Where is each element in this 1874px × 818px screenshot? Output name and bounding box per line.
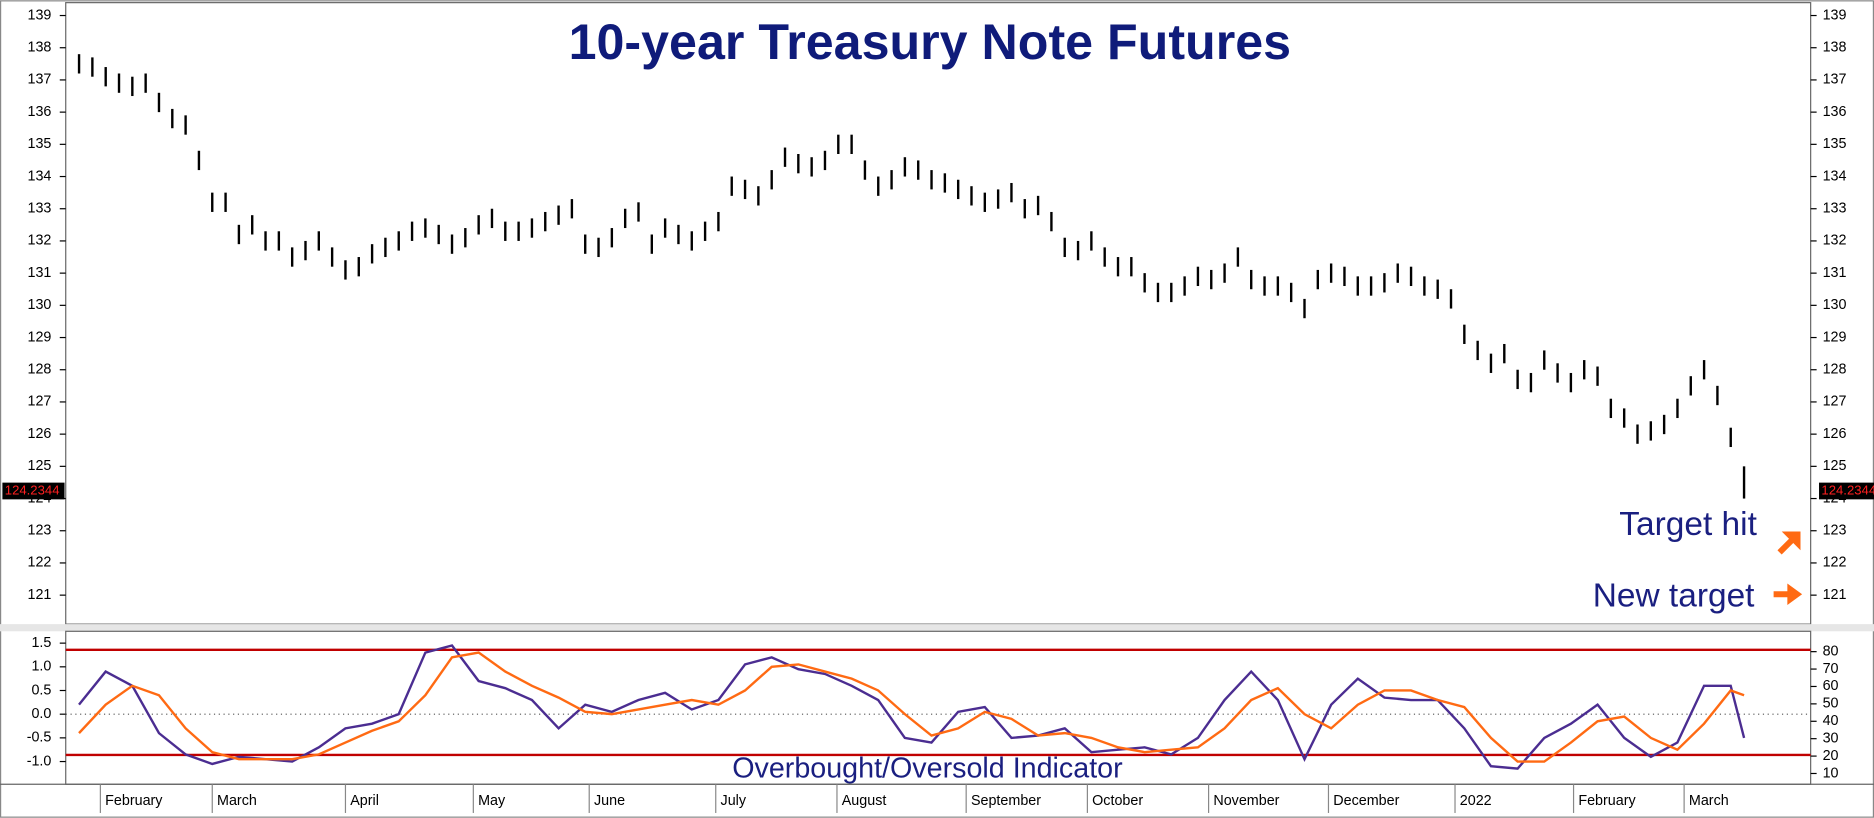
y2-tick-label: 122 xyxy=(1823,555,1847,571)
y2-tick-label: 30 xyxy=(1823,730,1839,746)
x-tick-label: April xyxy=(350,793,379,809)
y-tick-label: 137 xyxy=(27,72,51,88)
y-tick-label: 138 xyxy=(27,40,51,56)
indicator-panel xyxy=(65,630,1812,785)
y-tick-label: 121 xyxy=(27,587,51,603)
y2-tick-label: 126 xyxy=(1823,426,1847,442)
y2-tick-label: 135 xyxy=(1823,136,1847,152)
y-tick-label: -1.0 xyxy=(27,753,52,769)
y2-tick-label: 70 xyxy=(1823,661,1839,677)
x-tick-label: May xyxy=(478,793,506,809)
last-value-label: 124.2344 xyxy=(1821,482,1874,497)
y-tick-label: 0.0 xyxy=(31,706,51,722)
y2-tick-label: 138 xyxy=(1823,40,1847,56)
y-tick-label: 139 xyxy=(27,7,51,23)
arrows xyxy=(1773,531,1803,605)
x-tick-label: December xyxy=(1333,793,1399,809)
y-tick-label: 133 xyxy=(27,201,51,217)
price-panel xyxy=(65,2,1812,625)
y-tick-label: 122 xyxy=(27,555,51,571)
y-tick-label: 127 xyxy=(27,394,51,410)
indicator-label: Overbought/Oversold Indicator xyxy=(732,753,1123,785)
x-tick-label: March xyxy=(217,793,257,809)
y2-tick-label: 10 xyxy=(1823,765,1839,781)
y-tick-label: 129 xyxy=(27,329,51,345)
y2-tick-label: 50 xyxy=(1823,696,1839,712)
arrow-head xyxy=(1781,531,1801,551)
y2-tick-label: 134 xyxy=(1823,168,1847,184)
y2-tick-label: 121 xyxy=(1823,587,1847,603)
y2-tick-label: 80 xyxy=(1823,643,1839,659)
y2-tick-label: 136 xyxy=(1823,104,1847,120)
y2-tick-label: 130 xyxy=(1823,297,1847,313)
x-tick-label: October xyxy=(1092,793,1143,809)
y2-tick-label: 129 xyxy=(1823,329,1847,345)
last-value-box xyxy=(1819,482,1874,500)
y-tick-label: 125 xyxy=(27,458,51,474)
annotation: Target hit xyxy=(1619,506,1757,543)
y-tick-label: 0.5 xyxy=(31,682,51,698)
y2-tick-label: 125 xyxy=(1823,458,1847,474)
x-tick-label: February xyxy=(1578,793,1636,809)
last-value-box xyxy=(2,482,65,500)
y2-tick-label: 20 xyxy=(1823,748,1839,764)
y2-tick-label: 127 xyxy=(1823,394,1847,410)
x-tick-label: September xyxy=(971,793,1041,809)
indicator-line xyxy=(78,644,1746,770)
annotation: New target xyxy=(1593,578,1755,615)
last-value-label: 124.2344 xyxy=(5,482,60,497)
y2-tick-label: 133 xyxy=(1823,201,1847,217)
y-tick-label: 1.0 xyxy=(31,659,51,675)
y2-tick-label: 132 xyxy=(1823,233,1847,249)
y2-tick-label: 60 xyxy=(1823,678,1839,694)
y2-tick-label: 137 xyxy=(1823,72,1847,88)
indicator-line xyxy=(78,651,1745,763)
arrow-head xyxy=(1787,583,1803,605)
x-tick-label: February xyxy=(105,793,163,809)
chart-title: 10-year Treasury Note Futures xyxy=(569,14,1291,70)
x-tick-label: August xyxy=(842,793,887,809)
y2-tick-label: 139 xyxy=(1823,7,1847,23)
x-tick-label: July xyxy=(721,793,747,809)
y-tick-label: 132 xyxy=(27,233,51,249)
y-tick-label: 131 xyxy=(27,265,51,281)
x-tick-label: November xyxy=(1213,793,1279,809)
y-tick-label: 130 xyxy=(27,297,51,313)
y-tick-label: 136 xyxy=(27,104,51,120)
y-tick-label: 123 xyxy=(27,523,51,539)
y2-tick-label: 123 xyxy=(1823,523,1847,539)
y-tick-label: 1.5 xyxy=(31,635,51,651)
y-tick-label: -0.5 xyxy=(27,730,52,746)
y-tick-label: 128 xyxy=(27,362,51,378)
x-tick-label: March xyxy=(1689,793,1729,809)
x-tick-label: 2022 xyxy=(1460,793,1492,809)
y-tick-label: 135 xyxy=(27,136,51,152)
y2-tick-label: 40 xyxy=(1823,713,1839,729)
y2-tick-label: 128 xyxy=(1823,362,1847,378)
y2-tick-label: 131 xyxy=(1823,265,1847,281)
panel-separator xyxy=(0,624,1874,632)
x-tick-label: June xyxy=(594,793,625,809)
y-tick-label: 126 xyxy=(27,426,51,442)
y-tick-label: 134 xyxy=(27,168,51,184)
